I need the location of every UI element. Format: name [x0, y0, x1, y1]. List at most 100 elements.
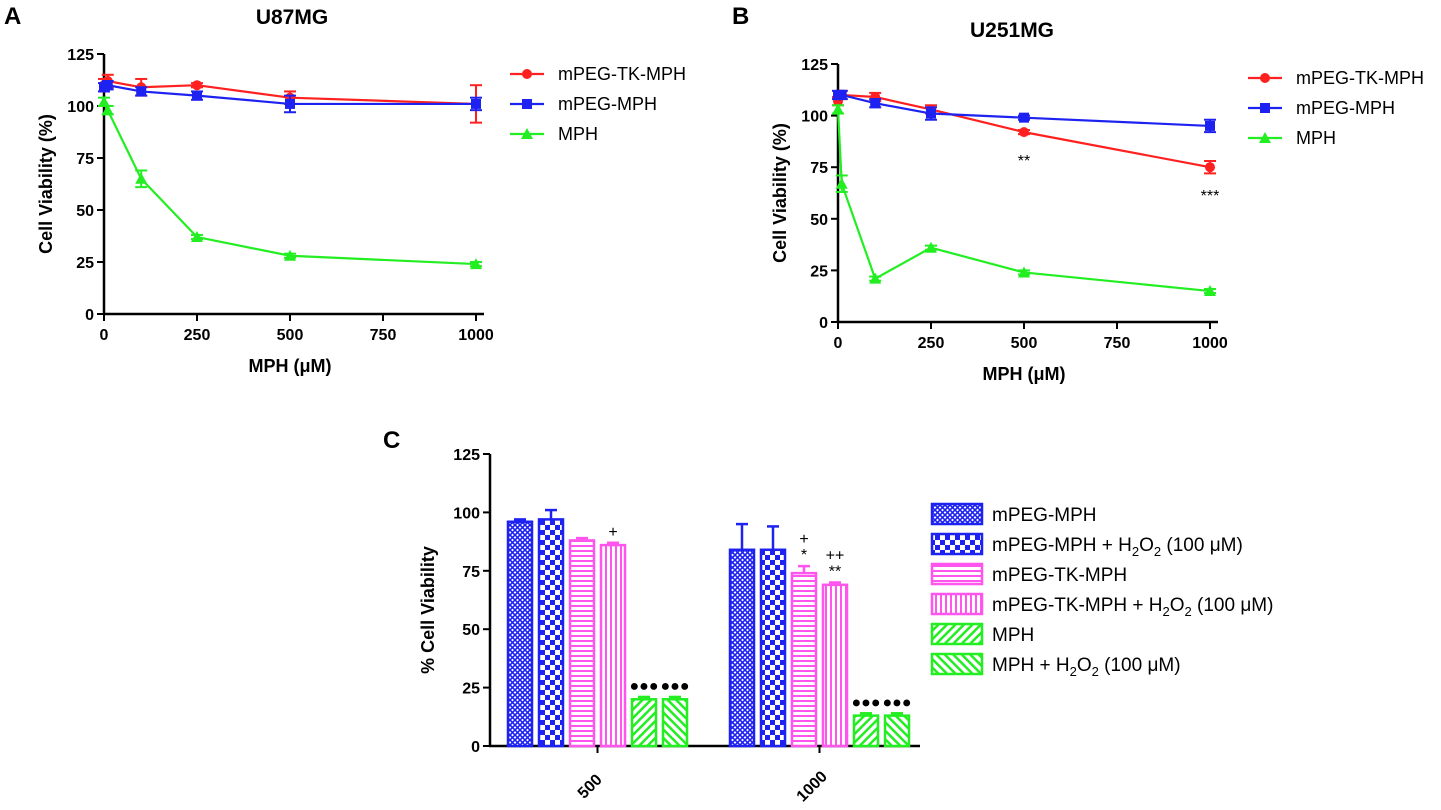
y-tick-label: 0 — [85, 307, 94, 324]
bar — [759, 548, 787, 748]
data-point — [1205, 162, 1215, 173]
data-point — [1019, 112, 1029, 123]
data-point — [1018, 266, 1030, 278]
y-tick-label: 100 — [67, 99, 94, 116]
legend-label: mPEG-MPH — [558, 94, 657, 114]
bar — [821, 583, 849, 748]
data-point — [192, 80, 202, 91]
bar — [599, 543, 627, 748]
data-point — [835, 177, 848, 189]
data-point — [471, 98, 481, 109]
data-point — [1019, 127, 1029, 138]
y-tick-label: 75 — [462, 564, 480, 581]
data-point — [192, 90, 202, 101]
significance-marker: ●●● — [630, 678, 659, 695]
bar — [661, 698, 689, 748]
significance-marker: + — [799, 531, 808, 548]
y-tick-label: 125 — [453, 447, 480, 464]
panel-letter-b: B — [732, 3, 749, 30]
legend-swatch — [930, 622, 984, 646]
panel-a-plot: 0 25 50 75 100 125 0 250 500 750 1000 MPH (μM) Cell … — [36, 47, 686, 376]
data-point — [284, 249, 296, 261]
y-tick-label: 100 — [801, 109, 828, 126]
legend-label: MPH — [558, 124, 598, 144]
bar — [537, 518, 565, 748]
bar — [506, 520, 534, 748]
significance-marker: ++ — [826, 547, 845, 564]
legend-label: MPH — [1296, 128, 1336, 148]
y-tick-label: 125 — [67, 47, 94, 64]
significance-marker: + — [608, 524, 617, 541]
data-point — [832, 103, 844, 115]
panel-letter-c: C — [383, 427, 400, 454]
x-tick-label: 750 — [370, 327, 397, 344]
series-line — [102, 101, 477, 266]
x-tick-label: 250 — [184, 327, 211, 344]
bar — [568, 539, 596, 748]
data-point — [869, 272, 882, 284]
data-point — [926, 108, 936, 119]
bar — [852, 714, 880, 748]
y-tick-label: 25 — [810, 263, 828, 280]
x-tick-label: 0 — [834, 335, 843, 352]
y-tick-label: 0 — [471, 739, 480, 756]
legend-swatch-marker — [1259, 132, 1271, 143]
y-axis-label: Cell Viability (%) — [770, 123, 790, 263]
data-point — [925, 241, 937, 253]
x-axis-label: MPH (μM) — [249, 356, 332, 376]
bar — [728, 548, 756, 748]
x-tick-label: 250 — [918, 335, 945, 352]
y-tick-label: 75 — [76, 151, 94, 168]
x-tick-label: 1000 — [1192, 335, 1228, 352]
legend-swatch-marker — [522, 69, 532, 79]
data-point — [135, 172, 148, 184]
significance-marker: ** — [829, 563, 841, 580]
bar — [790, 571, 818, 748]
legend-swatch-marker — [1260, 103, 1270, 113]
data-point — [102, 80, 113, 91]
data-point — [870, 98, 881, 109]
data-point — [1205, 120, 1215, 131]
legend-swatch-marker — [522, 99, 532, 109]
legend-swatch-marker — [521, 128, 533, 139]
y-tick-label: 25 — [76, 255, 94, 272]
legend-label: mPEG-MPH — [992, 505, 1097, 526]
series-line — [836, 109, 1211, 293]
y-tick-label: 50 — [810, 212, 828, 229]
y-tick-label: 75 — [810, 160, 828, 177]
panel-b-plot: 0 25 50 75 100 125 0 250 500 750 1000 MPH (μM) Cell … — [770, 57, 1424, 384]
panel-b-title: U251MG — [970, 19, 1054, 42]
x-axis-label: MPH (μM) — [983, 364, 1066, 384]
x-tick-label: 750 — [1104, 335, 1131, 352]
significance-marker: ●●● — [852, 694, 881, 711]
legend-label: mPEG-MPH — [1296, 98, 1395, 118]
x-tick-label: 1000 — [794, 768, 831, 805]
significance-marker: ●●● — [883, 694, 912, 711]
y-tick-label: 125 — [801, 57, 828, 74]
legend-swatch-marker — [1260, 73, 1270, 83]
data-point — [98, 95, 110, 107]
legend-swatch — [930, 502, 984, 526]
data-point — [470, 258, 482, 270]
significance-marker: ●●● — [661, 678, 690, 695]
y-axis-label: % Cell Viability — [418, 546, 438, 674]
legend-swatch — [930, 592, 984, 616]
y-tick-label: 50 — [462, 622, 480, 639]
legend-swatch — [930, 562, 984, 586]
significance-marker: *** — [1201, 188, 1220, 205]
y-tick-label: 25 — [462, 681, 480, 698]
legend-swatch — [930, 532, 984, 556]
data-point — [101, 104, 114, 116]
legend-label: mPEG-TK-MPH — [992, 565, 1127, 586]
panel-letter-a: A — [4, 3, 21, 30]
x-tick-label: 500 — [277, 327, 304, 344]
data-point — [836, 89, 847, 100]
legend-label: mPEG-MPH + H2O2 (100 μM) — [992, 535, 1243, 559]
legend-swatch — [930, 652, 984, 676]
legend-label: mPEG-TK-MPH — [1296, 68, 1424, 88]
data-point — [285, 98, 295, 109]
data-point — [136, 86, 147, 97]
legend-label: MPH — [992, 625, 1034, 646]
x-tick-label: 500 — [1011, 335, 1038, 352]
